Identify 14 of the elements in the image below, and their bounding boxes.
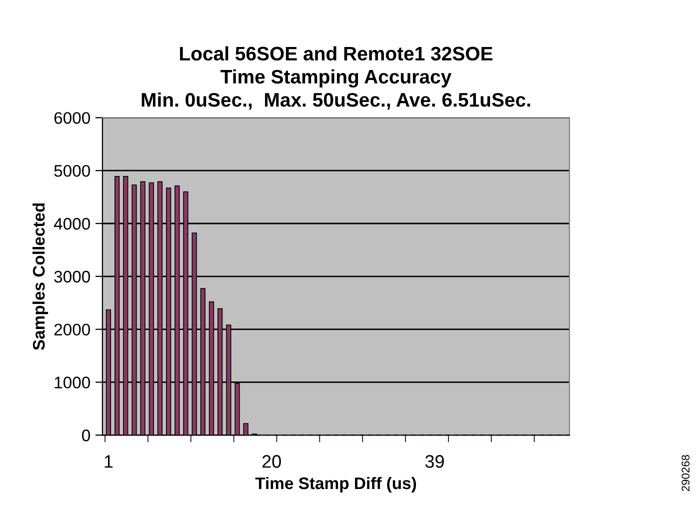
- y-tick-label: 2000: [54, 324, 90, 336]
- y-tick-label: 0: [82, 430, 90, 442]
- x-tick-label: 39: [425, 455, 444, 468]
- y-tick-label: 1000: [54, 376, 90, 388]
- y-axis-title: Samples Collected: [32, 203, 48, 350]
- x-axis-title: Time Stamp Diff (us): [255, 476, 416, 493]
- x-tick-label: 1: [104, 455, 113, 468]
- y-tick-label: 5000: [54, 164, 90, 177]
- chart-title: Local 56SOE and Remote1 32SOE Time Stamping Accuracy Min. 0uSec., Max. 50uSec., Ave. 6.51uSec.: [142, 46, 530, 110]
- x-tick-label: 20: [262, 455, 281, 468]
- y-tick-label: 3000: [54, 270, 90, 283]
- text: 290268: [682, 455, 690, 492]
- y-tick-label: 6000: [54, 112, 90, 124]
- y-tick-label: 4000: [54, 218, 90, 230]
